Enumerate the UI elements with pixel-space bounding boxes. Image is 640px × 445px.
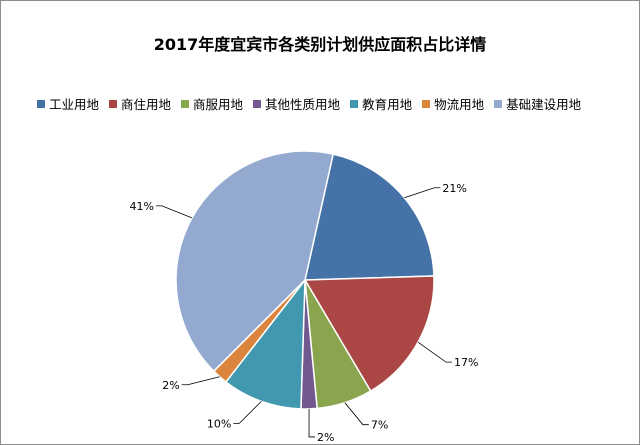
legend-swatch [422,99,431,108]
legend-item-other: 其他性质用地 [253,94,340,113]
leader-line [404,187,441,199]
data-label-logistics: 2% [162,379,179,392]
legend-swatch [37,99,45,108]
legend-item-industrial: 工业用地 [37,94,99,113]
legend-swatch [350,99,359,108]
leader-line [155,205,193,219]
legend-item-logistics: 物流用地 [422,94,484,113]
legend-label: 商服用地 [193,97,244,112]
legend-label: 物流用地 [434,97,485,112]
pie-slice-commercial-residential [303,275,435,393]
legend-label: 工业用地 [49,97,100,112]
legend-swatch [253,99,262,108]
data-label-industrial: 21% [442,182,466,195]
data-label-other: 2% [317,431,334,444]
legend-label: 教育用地 [362,97,413,112]
data-label-commercial-residential: 17% [454,356,478,369]
data-label-infrastructure: 41% [130,200,154,213]
chart-title: 2017年度宜宾市各类别计划供应面积占比详情 [153,35,487,54]
legend-item-infrastructure: 基础建设用地 [494,94,581,113]
data-label-education: 10% [207,417,231,430]
leader-line [233,401,262,424]
legend-item-commercial-service: 商服用地 [181,94,243,113]
pie-slice-education [224,277,306,410]
leader-line [181,376,220,386]
chart-legend: 工业用地 商住用地 商服用地 其他性质用地 教育用地 物流用地 基础建设用地 [37,94,637,113]
leader-line [417,341,453,363]
data-label-commercial-service: 7% [371,419,388,432]
legend-item-education: 教育用地 [350,94,412,113]
legend-label: 其他性质用地 [265,97,341,112]
legend-label: 基础建设用地 [506,97,582,112]
legend-swatch [494,99,503,108]
leader-line [344,402,369,426]
legend-item-commercial-residential: 商住用地 [109,94,171,113]
leader-line [308,408,316,438]
legend-swatch [181,99,190,108]
legend-swatch [109,99,118,108]
legend-label: 商住用地 [121,97,172,112]
